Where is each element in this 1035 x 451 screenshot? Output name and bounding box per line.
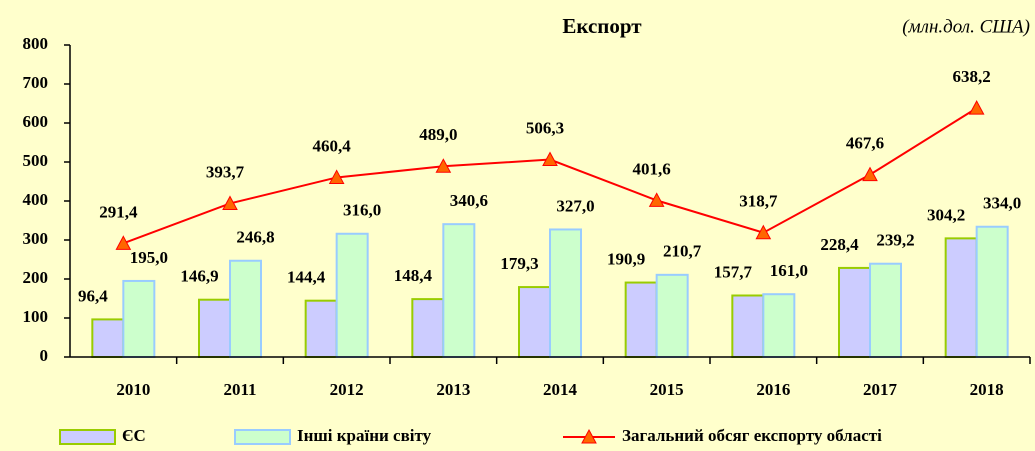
bar-value-label: 304,2	[927, 205, 965, 224]
line-value-label: 393,7	[206, 162, 245, 181]
line-value-label: 506,3	[526, 118, 564, 137]
bar	[975, 225, 1009, 358]
bar	[198, 298, 231, 359]
bar	[655, 273, 689, 358]
bar-value-label: 334,0	[983, 194, 1021, 213]
bar-value-label: 246,8	[236, 228, 274, 247]
bar-value-label: 96,4	[78, 286, 108, 305]
chart-title: Експорт	[562, 14, 642, 38]
x-tick-label: 2012	[330, 380, 364, 399]
bar-value-label: 327,0	[556, 196, 594, 215]
line-marker	[542, 151, 558, 167]
legend-swatch	[59, 429, 116, 445]
x-tick-label: 2010	[116, 380, 150, 399]
legend-label: Інші країни світу	[297, 426, 432, 445]
x-tick-label: 2014	[543, 380, 578, 399]
bar	[442, 223, 476, 358]
bar	[731, 294, 765, 359]
line-value-label: 638,2	[953, 67, 991, 86]
line-value-label: 318,7	[739, 192, 778, 211]
bar	[549, 228, 582, 358]
x-tick-label: 2018	[970, 380, 1004, 399]
line-value-label: 460,4	[313, 136, 352, 155]
legend-label: ЄС	[122, 426, 146, 445]
line-value-label: 467,6	[846, 134, 884, 153]
bar	[122, 279, 156, 359]
y-tick-label: 700	[23, 73, 49, 92]
bar-value-label: 146,9	[180, 267, 218, 286]
y-tick-label: 600	[23, 112, 49, 131]
bar-value-label: 210,7	[663, 242, 702, 261]
bar	[944, 237, 978, 358]
bar	[518, 286, 551, 358]
bar-value-label: 340,6	[450, 191, 488, 210]
y-tick-label: 800	[23, 34, 49, 53]
bar-value-label: 161,0	[770, 261, 808, 280]
legend-label: Загальний обсяг експорту області	[622, 426, 882, 445]
line-marker	[862, 166, 878, 182]
x-tick-label: 2016	[756, 380, 790, 399]
bar	[304, 299, 338, 358]
bar-value-label: 179,3	[500, 254, 538, 273]
y-tick-label: 400	[23, 190, 49, 209]
bar-value-label: 316,0	[343, 201, 381, 220]
y-tick-label: 0	[40, 346, 49, 365]
line-value-label: 401,6	[633, 159, 671, 178]
y-tick-label: 300	[23, 229, 49, 248]
legend-marker	[581, 428, 597, 444]
y-tick-label: 500	[23, 151, 49, 170]
line-value-label: 291,4	[99, 202, 138, 221]
bar-value-label: 148,4	[394, 266, 433, 285]
x-tick-label: 2013	[436, 380, 470, 399]
bar	[762, 293, 796, 358]
bar-value-label: 144,4	[287, 268, 326, 287]
bar-value-label: 195,0	[130, 248, 168, 267]
line-marker	[328, 169, 345, 184]
x-tick-label: 2011	[223, 380, 256, 399]
line-marker	[968, 100, 985, 115]
line-marker	[115, 235, 132, 250]
bar-value-label: 157,7	[714, 262, 753, 281]
y-tick-label: 200	[23, 268, 49, 287]
bar	[91, 318, 125, 358]
bar	[335, 232, 369, 358]
bar	[411, 298, 445, 358]
legend-swatch	[234, 429, 291, 445]
bar-value-label: 239,2	[876, 231, 914, 250]
x-tick-label: 2017	[863, 380, 898, 399]
y-tick-label: 100	[23, 307, 49, 326]
bar	[624, 281, 658, 359]
line-marker	[755, 224, 772, 240]
bar	[869, 262, 902, 359]
x-tick-label: 2015	[650, 380, 684, 399]
bar-value-label: 228,4	[820, 235, 859, 254]
chart-subtitle: (млн.дол. США)	[902, 16, 1030, 37]
bar	[838, 266, 871, 359]
line-value-label: 489,0	[419, 125, 457, 144]
bar-value-label: 190,9	[607, 249, 645, 268]
line-marker	[648, 192, 665, 207]
bar	[229, 259, 262, 358]
line-marker	[222, 195, 238, 210]
line-marker	[435, 158, 452, 173]
